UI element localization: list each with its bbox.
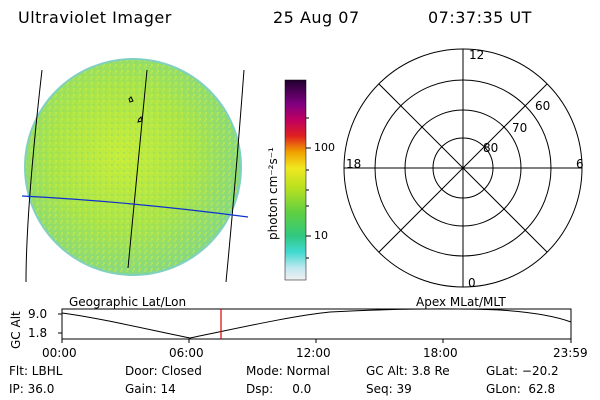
- colorbar-tick-10: 10: [314, 229, 328, 242]
- mlt-label-18: 18: [346, 157, 362, 171]
- status-dsp: Dsp: 0.0: [246, 382, 312, 396]
- status-mode: Mode: Normal: [246, 364, 330, 378]
- date-label: 25 Aug 07: [273, 8, 360, 27]
- altitude-xtick-2359: 23:59: [553, 346, 588, 360]
- status-seq: Seq: 39: [366, 382, 412, 396]
- instrument-title: Ultraviolet Imager: [18, 8, 172, 27]
- status-gain: Gain: 14: [125, 382, 176, 396]
- mlt-label-0: 0: [468, 276, 476, 290]
- altitude-ytick-1.8: 1.8: [28, 326, 48, 340]
- status-door: Door: Closed: [125, 364, 202, 378]
- lat-label-70: 70: [512, 121, 528, 135]
- altitude-plot: [58, 308, 572, 343]
- status-gc-alt: GC Alt: 3.8 Re: [366, 364, 450, 378]
- lat-label-60: 60: [535, 99, 551, 113]
- geographic-label: Geographic Lat/Lon: [69, 295, 187, 309]
- status-glat: GLat: −20.2: [486, 364, 559, 378]
- time-label: 07:37:35 UT: [428, 8, 532, 27]
- polar-plot: [343, 48, 583, 288]
- lat-label-80: 80: [483, 141, 499, 155]
- geographic-grid: [21, 69, 249, 283]
- earth-disk: [24, 58, 242, 276]
- status-glon: GLon: 62.8: [486, 382, 556, 396]
- mlt-label-6: 6: [576, 157, 584, 171]
- status-flt: Flt: LBHL: [9, 364, 63, 378]
- colorbar-unit-label: photon cm⁻²s⁻¹: [266, 147, 280, 240]
- colorbar-tick-100: 100: [314, 141, 335, 154]
- altitude-xtick-1200: 12:00: [296, 346, 331, 360]
- altitude-ytick-9: 9.0: [28, 307, 48, 321]
- altitude-xtick-1800: 18:00: [423, 346, 458, 360]
- altitude-ylabel: GC Alt: [9, 311, 23, 349]
- colorbar: [284, 79, 311, 281]
- mlt-label-12: 12: [469, 48, 485, 62]
- apex-label: Apex MLat/MLT: [416, 295, 506, 309]
- altitude-xtick-0000: 00:00: [42, 346, 77, 360]
- altitude-xtick-0600: 06:00: [169, 346, 204, 360]
- status-ip: IP: 36.0: [9, 382, 55, 396]
